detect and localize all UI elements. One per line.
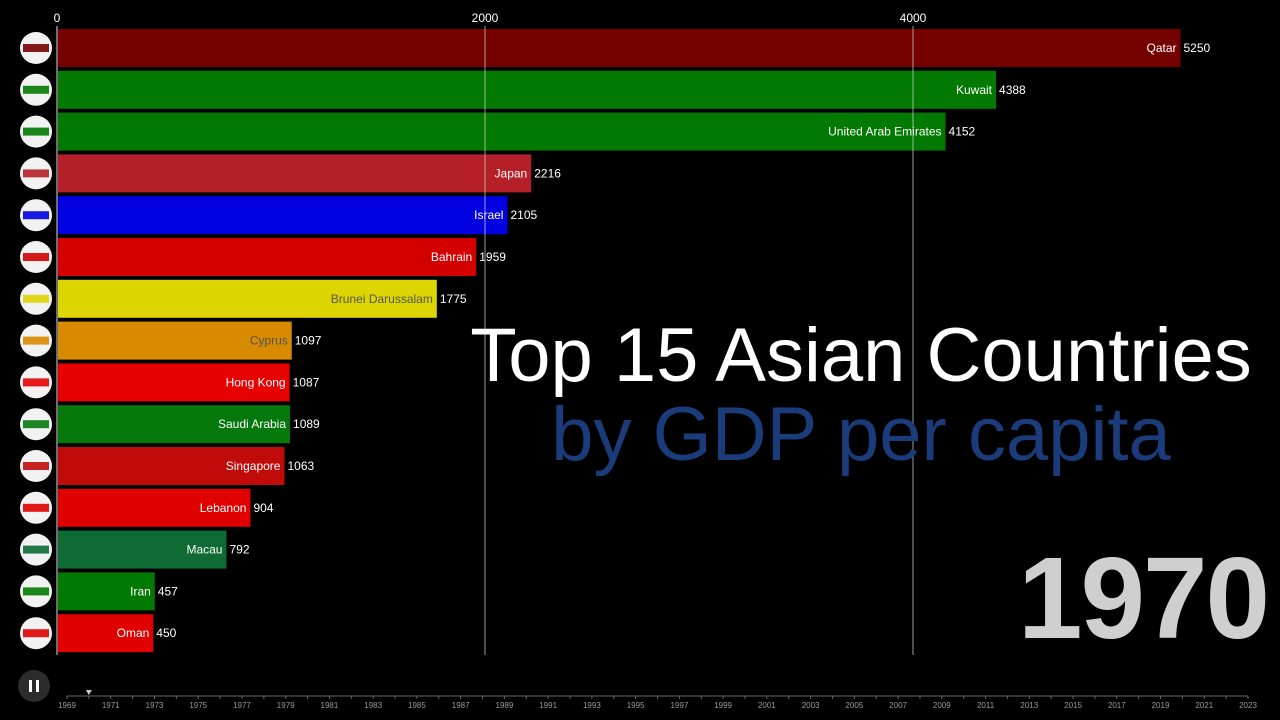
- value-label: 5250: [1184, 41, 1211, 55]
- bar-label: Japan: [495, 166, 528, 180]
- bar-label: Israel: [474, 208, 503, 222]
- bar-label: Iran: [130, 584, 151, 598]
- timeline-year-label: 1997: [670, 701, 688, 710]
- value-label: 1959: [479, 250, 506, 264]
- value-label: 457: [158, 584, 178, 598]
- flag-singapore-icon-stripe: [23, 462, 49, 470]
- timeline-year-label: 1981: [321, 701, 339, 710]
- bar: [58, 238, 477, 276]
- flag-bahrain-icon-stripe: [23, 253, 49, 261]
- bar-label: Singapore: [226, 459, 281, 473]
- timeline-marker[interactable]: [85, 690, 92, 695]
- timeline-year-label: 1993: [583, 701, 601, 710]
- bar-label: Qatar: [1146, 41, 1176, 55]
- value-label: 1097: [295, 334, 322, 348]
- flag-uae-icon-stripe: [23, 127, 49, 136]
- bar-label: Cyprus: [250, 334, 288, 348]
- flag-lebanon-icon-stripe: [23, 503, 49, 512]
- timeline-year-label: 1985: [408, 701, 426, 710]
- value-label: 450: [156, 626, 176, 640]
- bar: [58, 572, 155, 611]
- timeline-year-label: 1995: [627, 701, 645, 710]
- timeline-year-label: 2015: [1064, 701, 1082, 710]
- x-tick-label: 0: [54, 11, 61, 25]
- bar: [58, 112, 946, 151]
- flag-brunei-icon-stripe: [23, 294, 49, 303]
- bar-label: Bahrain: [431, 250, 472, 264]
- timeline-year-label: 2019: [1152, 701, 1170, 710]
- timeline-year-label: 1987: [452, 701, 470, 710]
- timeline-year-label: 2017: [1108, 701, 1126, 710]
- timeline-year-label: 2001: [758, 701, 776, 710]
- timeline-year-label: 2013: [1020, 701, 1038, 710]
- pause-icon: [29, 680, 32, 692]
- timeline-year-label: 1991: [539, 701, 557, 710]
- bar: [58, 29, 1181, 67]
- bar: [58, 614, 154, 653]
- bar: [58, 405, 291, 444]
- flag-kuwait-icon-stripe: [23, 85, 49, 94]
- timeline-year-label: 1975: [189, 701, 207, 710]
- bar: [58, 363, 290, 402]
- x-tick-label: 2000: [472, 11, 499, 25]
- timeline-year-label: 2009: [933, 701, 951, 710]
- value-label: 1087: [293, 375, 320, 389]
- value-label: 1063: [287, 459, 314, 473]
- bar: [58, 154, 532, 193]
- flag-cyprus-icon-stripe: [23, 336, 49, 345]
- value-label: 4152: [949, 125, 976, 139]
- timeline-year-label: 1979: [277, 701, 295, 710]
- current-year-label: 1970: [1017, 533, 1270, 663]
- value-label: 1089: [293, 417, 320, 431]
- bar-label: Brunei Darussalam: [331, 292, 433, 306]
- bar-label: Oman: [117, 626, 150, 640]
- timeline-year-label: 2005: [845, 701, 863, 710]
- timeline-year-label: 2007: [889, 701, 907, 710]
- bar: [58, 321, 292, 360]
- timeline-year-label: 2011: [977, 701, 995, 710]
- flag-hong-kong-icon-stripe: [23, 378, 49, 387]
- value-label: 2105: [510, 208, 537, 222]
- bar: [58, 279, 437, 318]
- bar: [58, 196, 508, 235]
- timeline-year-label: 1983: [364, 701, 382, 710]
- x-tick-label: 4000: [900, 11, 927, 25]
- flag-macau-icon-stripe: [23, 545, 49, 554]
- bar-label: Hong Kong: [226, 375, 286, 389]
- flag-saudi-arabia-icon-stripe: [23, 420, 49, 429]
- bar: [58, 530, 227, 569]
- value-label: 2216: [534, 166, 561, 180]
- value-label: 1775: [440, 292, 467, 306]
- flag-oman-icon-stripe: [23, 629, 49, 638]
- timeline-year-label: 2003: [802, 701, 820, 710]
- bar: [58, 447, 285, 485]
- flag-qatar-icon-stripe: [23, 44, 49, 52]
- timeline-year-label: 2023: [1239, 701, 1257, 710]
- timeline-year-label: 1999: [714, 701, 732, 710]
- bar: [58, 70, 997, 109]
- value-label: 904: [253, 501, 273, 515]
- timeline-year-label: 2021: [1195, 701, 1213, 710]
- timeline-year-label: 1977: [233, 701, 251, 710]
- flag-iran-icon-stripe: [23, 587, 49, 596]
- bar-label: Saudi Arabia: [218, 417, 286, 431]
- bar-label: United Arab Emirates: [828, 125, 941, 139]
- bar-label: Macau: [186, 543, 222, 557]
- bar-label: Lebanon: [200, 501, 247, 515]
- value-label: 792: [229, 543, 249, 557]
- pause-button[interactable]: [18, 670, 50, 702]
- bar-label: Kuwait: [956, 83, 993, 97]
- flag-japan-icon-stripe: [23, 169, 49, 178]
- timeline-year-label: 1971: [102, 701, 120, 710]
- bar: [58, 488, 251, 527]
- timeline-year-label: 1989: [496, 701, 514, 710]
- timeline-year-label: 1973: [146, 701, 164, 710]
- timeline-year-label: 1969: [58, 701, 76, 710]
- value-label: 4388: [999, 83, 1026, 97]
- flag-israel-icon-stripe: [23, 211, 49, 220]
